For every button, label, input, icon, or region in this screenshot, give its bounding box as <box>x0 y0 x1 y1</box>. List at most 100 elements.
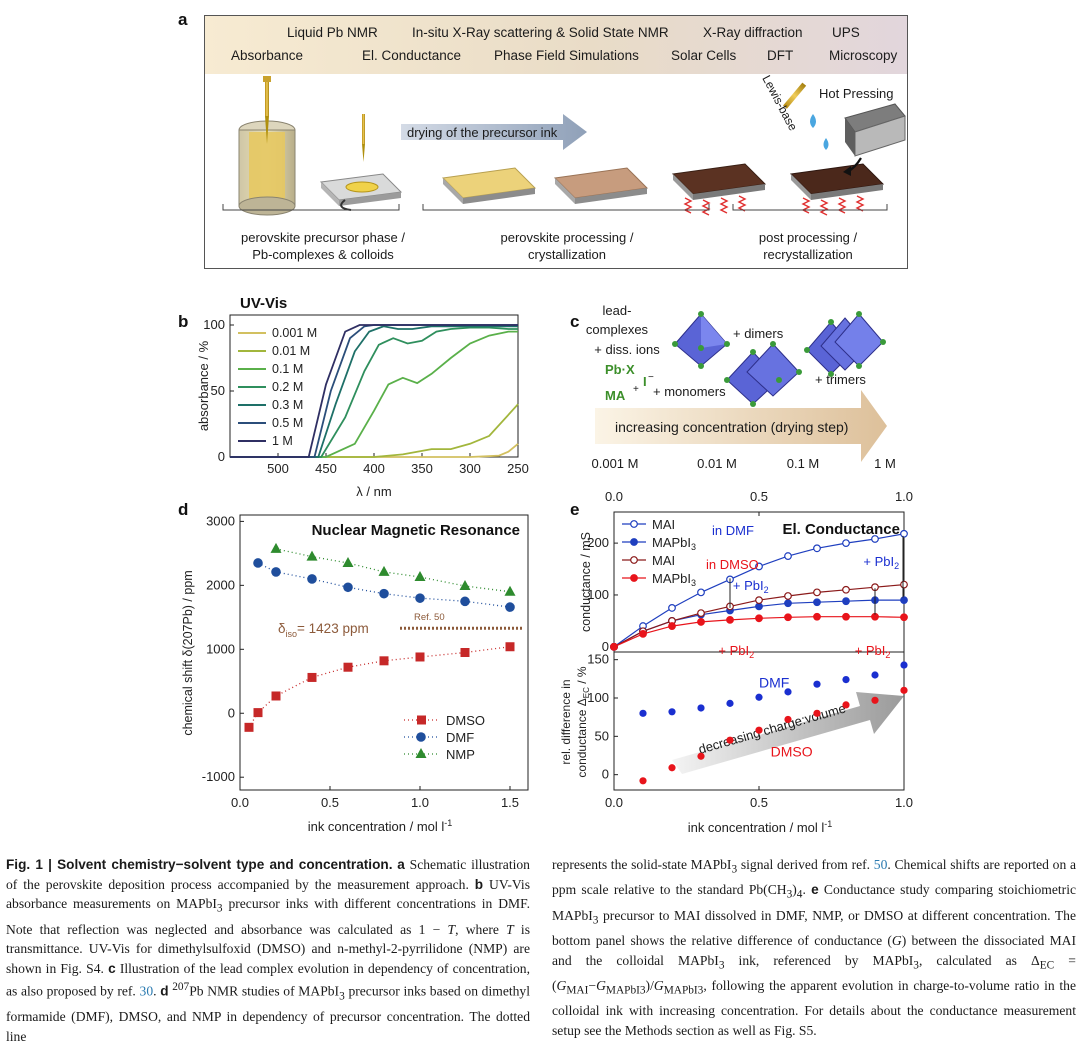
conc-01: 0.1 M <box>787 456 820 471</box>
deposition-illustration: drying of the precursor ink Lewis-base H… <box>222 74 906 216</box>
pbi-label-dmf-1: + PbI2 <box>733 578 769 595</box>
conductance-legend-marker <box>630 520 638 528</box>
nmr-point-dmso <box>415 652 425 662</box>
panel-a-schematic: Liquid Pb NMR In-situ X-Ray scattering &… <box>204 15 908 269</box>
conc-001: 0.01 M <box>697 456 737 471</box>
uv-vis-series-line <box>230 330 518 458</box>
uv-vis-legend-label: 0.2 M <box>272 380 303 394</box>
delta-ec-point-dmso <box>726 736 734 744</box>
conductance-point <box>842 612 850 621</box>
delta-ec-point-dmso <box>813 709 821 717</box>
delta-ec-point-dmso <box>900 686 908 694</box>
conductance-legend-marker <box>630 538 638 546</box>
nmr-reference-ref: Ref. 50 <box>414 612 445 623</box>
conductance-point <box>784 552 792 560</box>
conductance-point <box>813 588 821 597</box>
conductance-bottom-xtick-label: 0.5 <box>750 795 768 810</box>
nmr-point-dmso <box>253 708 263 718</box>
conductance-point <box>900 613 908 622</box>
nmr-ytick-label: 0 <box>228 705 235 720</box>
delta-ec-point-dmso <box>755 726 763 734</box>
dimer-octahedra <box>724 341 802 407</box>
conductance-point <box>755 614 763 623</box>
ma-label: MA <box>605 388 626 403</box>
panel-label-e: e <box>570 500 580 519</box>
conductance-point <box>900 580 908 589</box>
nmr-point-nmp <box>306 550 318 561</box>
uv-vis-ytick-label: 0 <box>218 449 225 464</box>
delta-ec-ylabel-2: conductance ΔEC / % <box>575 666 591 778</box>
nmr-xtick-label: 0.5 <box>321 795 339 810</box>
conductance-point <box>784 613 792 622</box>
uv-vis-series-line <box>230 326 518 458</box>
conductance-ytick-label: 200 <box>587 535 609 550</box>
monomers-label: + monomers <box>653 384 726 399</box>
method-el-conductance: El. Conductance <box>362 48 462 63</box>
nmr-point-dmso <box>244 722 254 732</box>
uv-vis-xlabel: λ / nm <box>356 484 391 499</box>
conductance-bottom-xtick-label: 1.0 <box>895 795 913 810</box>
caption-left-column: Fig. 1 | Solvent chemistry−solvent type … <box>6 857 531 1044</box>
delta-ec-point-dmf <box>871 671 879 679</box>
methods-banner: Liquid Pb NMR In-situ X-Ray scattering &… <box>205 16 907 74</box>
nmr-point-dmf <box>253 558 263 568</box>
legend-in-dmf: in DMF <box>712 523 754 538</box>
conductance-point <box>697 618 705 626</box>
nmr-point-dmf <box>415 593 425 603</box>
conductance-legend-label: MAI <box>652 517 675 532</box>
nmr-xtick-label: 1.5 <box>501 795 519 810</box>
nmr-xtick-label: 1.0 <box>411 795 429 810</box>
nmr-ytick-label: 2000 <box>206 577 235 592</box>
conc-1: 1 M <box>874 456 896 471</box>
delta-ec-label-dmso: DMSO <box>771 743 813 759</box>
stage-2-line2: crystallization <box>527 247 607 262</box>
stage-3-label: post processing / recrystallization <box>713 229 903 263</box>
lead-complexes-label-2: complexes <box>586 322 649 337</box>
conductance-top-xtick-label: 0.5 <box>750 489 768 504</box>
delta-ec-point-dmso <box>871 696 879 704</box>
figure-caption: Fig. 1 | Solvent chemistry−solvent type … <box>6 855 1078 1044</box>
conductance-legend-label: MAI <box>652 553 675 568</box>
conductance-point <box>900 596 908 605</box>
conductance-point <box>784 592 792 600</box>
nmr-point-dmso <box>505 642 515 652</box>
nmr-point-dmf <box>343 582 353 593</box>
delta-ec-ylabel-1: rel. difference in <box>560 679 573 764</box>
conductance-ylabel: conductance / mS <box>579 532 593 632</box>
conductance-point <box>668 604 676 612</box>
uv-vis-xtick-label: 350 <box>411 461 433 476</box>
conductance-point <box>784 599 792 608</box>
delta-ec-ytick-label: 100 <box>587 690 609 705</box>
delta-ec-point-dmso <box>842 701 850 709</box>
uv-vis-legend-label: 1 M <box>272 434 293 448</box>
nmr-xtick-label: 0.0 <box>231 795 249 810</box>
dimers-label: + dimers <box>733 326 784 341</box>
stage-2-line1: perovskite processing / <box>500 230 634 245</box>
pbx-label: Pb·X <box>605 362 635 377</box>
nmr-point-dmf <box>379 588 389 599</box>
conductance-point <box>697 588 705 597</box>
nmr-point-dmso <box>379 656 389 666</box>
nmr-xlabel: ink concentration / mol l-1 <box>308 818 453 834</box>
method-phase-field: Phase Field Simulations <box>494 48 639 63</box>
conductance-title: El. Conductance <box>782 521 900 538</box>
nmr-point-nmp <box>459 579 471 590</box>
nmr-point-nmp <box>342 556 354 567</box>
stage-1-label: perovskite precursor phase / Pb-complexe… <box>223 229 423 263</box>
uv-vis-series-line <box>230 324 518 458</box>
delta-ec-point-dmf <box>842 676 850 684</box>
delta-ec-ytick-label: 150 <box>587 652 609 667</box>
conductance-point <box>842 539 850 548</box>
pbi-label-dmf-2: + PbI2 <box>863 554 899 571</box>
nmr-point-dmf <box>307 574 317 584</box>
charge-volume-arrow <box>672 692 904 774</box>
iodide-label: I <box>643 374 647 389</box>
nmr-ytick-label: -1000 <box>202 769 235 784</box>
delta-ec-point-dmf <box>755 693 763 701</box>
delta-ec-ytick-label: 50 <box>595 728 609 743</box>
panel-label-d: d <box>178 500 189 519</box>
conductance-point <box>813 612 821 621</box>
lead-complex-diagram: increasing concentration (drying step) l… <box>586 303 896 471</box>
uv-vis-legend-label: 0.5 M <box>272 416 303 430</box>
method-dft: DFT <box>767 48 794 63</box>
